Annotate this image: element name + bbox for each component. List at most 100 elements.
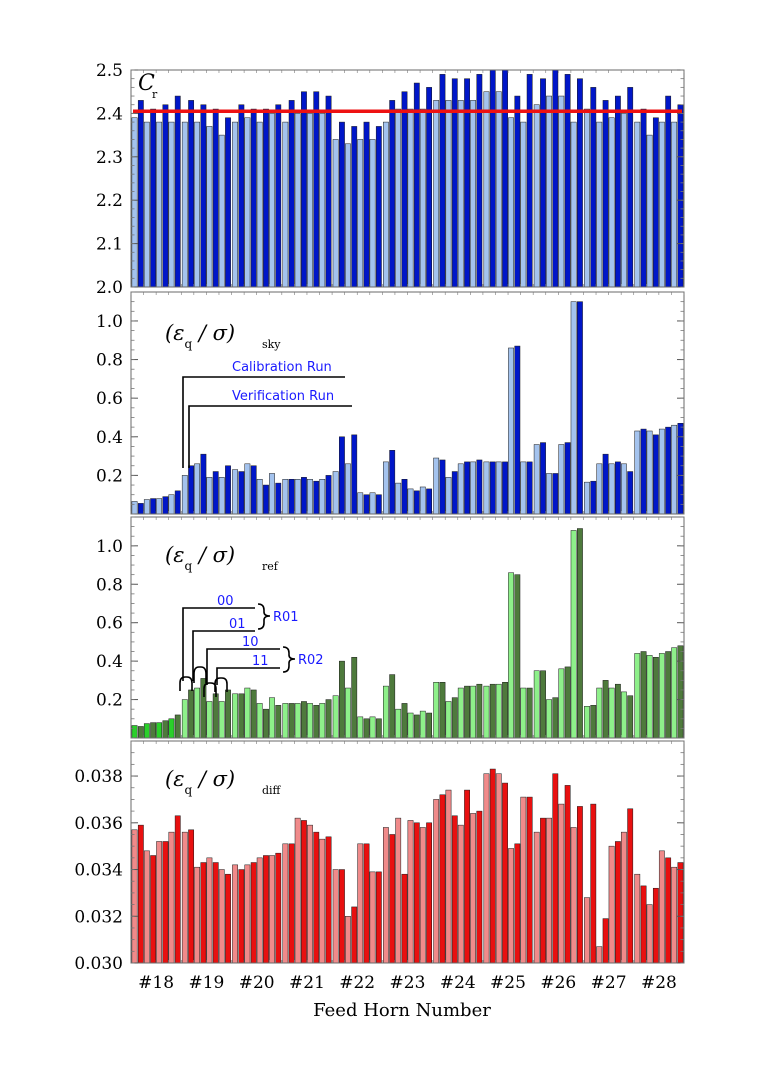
bar-cr-27-3-verification: [627, 87, 634, 288]
bar-sky-20-1-calibration: [244, 463, 251, 515]
bar-sky-28-0-verification: [640, 428, 647, 515]
bar-cr-27-0-calibration: [584, 108, 590, 288]
bar-diff-26-1-calibration: [546, 817, 552, 964]
bar-ref-25-2-calibration: [508, 572, 514, 739]
y-tick-label: 0.2: [96, 466, 123, 486]
bar-ref-26-0-calibration: [533, 670, 540, 739]
bar-cr-28-1-calibration: [646, 134, 653, 288]
bar-ref-18-1-verification: [150, 722, 157, 739]
bar-diff-28-3-verification: [677, 862, 684, 964]
bar-ref-19-3-calibration: [218, 701, 225, 739]
bar-diff-26-2-verification: [564, 785, 571, 964]
bar-sky-22-0-verification: [339, 436, 345, 515]
bar-ref-25-0-verification: [489, 683, 496, 739]
bar-diff-24-1-calibration: [445, 789, 452, 964]
bar-cr-23-0-calibration: [383, 121, 389, 288]
panel-label-sky: (εq / σ) sky: [165, 321, 281, 351]
x-tick-label-19: #19: [188, 973, 224, 993]
x-tick-label-27: #27: [591, 973, 627, 993]
bar-cr-21-3-verification: [325, 95, 332, 288]
bar-cr-23-2-calibration: [407, 108, 414, 288]
bar-sky-26-1-calibration: [546, 473, 552, 515]
bar-sky-25-2-verification: [514, 345, 521, 515]
bar-diff-27-1-calibration: [596, 946, 603, 964]
bar-ref-18-3-calibration: [168, 718, 175, 739]
bar-cr-26-0-calibration: [533, 104, 540, 288]
bar-cr-23-0-verification: [389, 100, 396, 288]
x-tick-label-23: #23: [390, 973, 426, 993]
bar-sky-18-3-calibration: [168, 494, 175, 515]
bar-cr-26-1-verification: [552, 69, 559, 288]
bar-diff-22-3-verification: [375, 871, 382, 964]
bar-cr-19-1-verification: [200, 104, 207, 288]
panel-diff: 0.030 0.032 0.034 0.036 0.038: [74, 740, 685, 974]
bar-diff-19-2-calibration: [206, 857, 213, 964]
bar-ref-28-2-verification: [665, 651, 672, 739]
bar-ref-22-2-calibration: [357, 716, 364, 739]
bar-diff-28-2-verification: [665, 857, 672, 964]
bar-ref-23-2-verification: [413, 714, 420, 739]
bar-sky-19-2-calibration: [206, 477, 213, 515]
bar-diff-21-1-verification: [301, 820, 307, 964]
calibration-bracket: [182, 376, 345, 468]
bar-sky-23-3-calibration: [419, 486, 426, 515]
bar-sky-28-1-verification: [652, 434, 659, 515]
bar-diff-19-0-verification: [188, 829, 195, 964]
bar-sky-27-1-calibration: [596, 463, 603, 515]
bar-cr-20-0-verification: [238, 104, 245, 288]
y-tick-label: 0.6: [96, 389, 123, 409]
bar-diff-21-1-calibration: [294, 817, 301, 964]
bar-cr-22-3-verification: [375, 126, 382, 288]
bar-sky-27-2-verification: [614, 461, 621, 515]
channel-10-label: 10: [242, 635, 259, 650]
y-tick-label: 0.8: [96, 351, 123, 371]
bar-sky-21-0-calibration: [282, 479, 289, 515]
bar-diff-25-0-calibration: [483, 773, 490, 964]
channel-01-label: 01: [229, 617, 246, 632]
y-tick-label: 2.0: [96, 278, 123, 298]
x-tick-labels: #18 #19 #20 #21 #22 #23 #24 #25 #26 #27 #28: [138, 973, 677, 993]
bar-diff-27-1-verification: [602, 918, 609, 964]
bar-sky-21-3-calibration: [319, 479, 326, 515]
bar-ref-26-1-calibration: [546, 699, 552, 739]
bar-cr-18-2-calibration: [156, 121, 163, 288]
x-tick-label-26: #26: [540, 973, 576, 993]
bar-ref-23-0-verification: [389, 674, 396, 739]
bar-cr-22-0-calibration: [332, 139, 339, 288]
bar-diff-28-1-calibration: [646, 904, 653, 964]
bar-cr-24-0-verification: [439, 74, 446, 288]
bar-diff-20-1-verification: [250, 862, 257, 964]
bar-sky-22-1-calibration: [345, 463, 351, 515]
bar-sky-20-1-verification: [250, 465, 257, 515]
bar-cr-26-3-calibration: [570, 121, 577, 288]
bar-ref-25-0-calibration: [483, 685, 490, 739]
bar-diff-22-2-calibration: [357, 843, 364, 964]
bar-sky-25-0-verification: [489, 461, 496, 515]
bar-cr-24-3-verification: [476, 74, 483, 288]
bar-diff-25-0-verification: [489, 768, 496, 964]
verification-bracket: [188, 405, 352, 468]
bar-sky-24-3-calibration: [470, 461, 476, 515]
r02-label: R02: [298, 653, 324, 668]
bar-sky-19-0-verification: [188, 465, 195, 515]
bar-sky-21-2-verification: [313, 480, 320, 515]
bar-sky-25-3-calibration: [520, 461, 527, 515]
bar-ref-18-2-calibration: [156, 722, 163, 739]
bar-ref-28-3-calibration: [671, 647, 678, 739]
diff-label-main: (εq / σ): [165, 767, 235, 797]
panel-sky: 0.2 0.4 0.6 0.8 1.0: [96, 291, 685, 515]
bar-diff-24-3-calibration: [470, 813, 476, 964]
bar-ref-27-1-calibration: [596, 687, 603, 739]
bar-ref-26-0-verification: [540, 670, 546, 739]
bar-diff-22-0-verification: [339, 869, 345, 964]
bar-ref-26-3-verification: [577, 528, 583, 739]
bar-sky-23-2-calibration: [407, 488, 414, 515]
bar-cr-20-2-verification: [263, 108, 269, 288]
bar-diff-28-3-calibration: [671, 866, 678, 964]
bar-cr-21-1-verification: [301, 91, 307, 288]
bar-cr-24-2-calibration: [457, 100, 464, 288]
bar-cr-23-3-verification: [426, 87, 433, 288]
x-tick-label-20: #20: [239, 973, 275, 993]
bar-diff-27-3-verification: [627, 808, 634, 964]
